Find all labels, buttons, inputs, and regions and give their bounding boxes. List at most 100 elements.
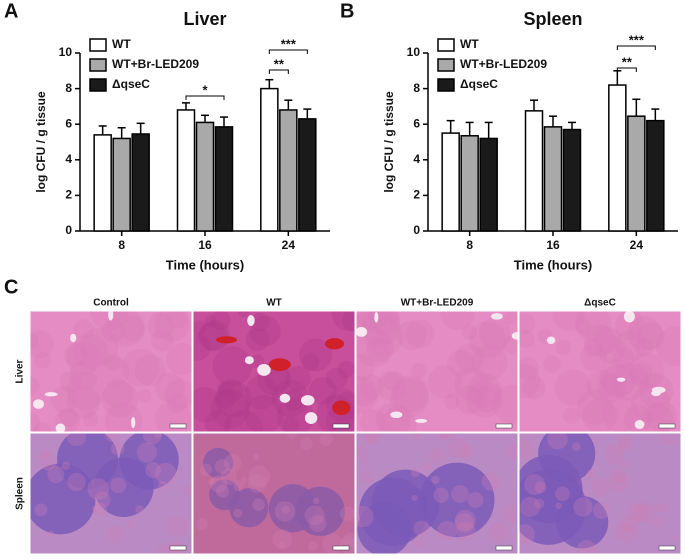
texture <box>135 505 144 514</box>
scale-bar <box>169 545 187 551</box>
texture <box>204 315 217 328</box>
texture <box>586 369 619 401</box>
texture <box>429 448 444 463</box>
y-tick-label: 4 <box>65 152 72 166</box>
texture <box>210 389 250 429</box>
vessel <box>244 356 254 365</box>
texture <box>519 357 539 380</box>
texture <box>276 397 315 432</box>
vessel <box>44 392 58 397</box>
column-label: WT <box>266 298 282 309</box>
texture <box>473 385 501 413</box>
vessel <box>32 399 44 409</box>
texture <box>245 327 270 352</box>
texture <box>519 439 536 459</box>
texture <box>253 453 260 460</box>
texture <box>410 467 421 478</box>
texture <box>478 317 512 351</box>
texture <box>198 321 228 351</box>
texture <box>356 329 394 368</box>
texture <box>184 485 192 496</box>
texture <box>279 542 286 549</box>
texture <box>72 333 109 370</box>
texture <box>519 524 535 545</box>
texture <box>461 324 478 340</box>
texture <box>50 385 78 413</box>
texture <box>634 337 654 357</box>
texture <box>573 497 593 517</box>
x-tick-label: 24 <box>282 238 296 252</box>
texture <box>467 492 484 508</box>
frame <box>518 310 682 433</box>
texture <box>361 311 401 346</box>
y-tick-label: 6 <box>65 116 72 130</box>
x-tick-label: 16 <box>198 238 212 252</box>
texture <box>145 462 162 479</box>
follicle <box>268 484 318 533</box>
texture <box>220 468 238 485</box>
vessel <box>651 386 666 394</box>
texture <box>427 365 462 400</box>
texture <box>240 477 248 484</box>
texture <box>534 481 547 494</box>
column-label: ΔqseC <box>584 298 616 309</box>
x-tick-label: 8 <box>118 238 125 252</box>
texture <box>30 330 54 358</box>
bar <box>112 137 131 232</box>
texture <box>411 494 418 502</box>
significance-label: *** <box>629 32 645 47</box>
texture <box>309 515 327 533</box>
significance-bracket <box>616 45 656 50</box>
y-axis-label: log CFU / g tissue <box>34 91 48 193</box>
texture <box>577 539 597 554</box>
frame <box>355 310 519 433</box>
follicle <box>203 447 234 478</box>
texture <box>364 433 380 445</box>
texture <box>454 366 489 402</box>
texture <box>274 501 296 522</box>
texture <box>282 389 305 411</box>
texture <box>120 316 145 341</box>
texture <box>577 389 613 425</box>
texture <box>250 315 281 347</box>
texture <box>167 393 187 413</box>
texture <box>166 311 189 329</box>
texture <box>602 396 639 432</box>
texture <box>87 478 110 501</box>
texture <box>396 320 427 351</box>
texture <box>110 477 127 494</box>
hemorrhage <box>325 338 345 350</box>
scale-bar <box>169 423 187 429</box>
texture <box>520 496 541 517</box>
legend-label: ΔqseC <box>112 77 150 91</box>
legend-swatch <box>89 58 107 72</box>
texture <box>193 320 207 335</box>
texture <box>356 311 378 332</box>
follicle <box>519 455 583 524</box>
texture <box>271 380 309 418</box>
texture <box>481 472 500 491</box>
texture <box>38 451 46 459</box>
texture <box>586 469 596 479</box>
texture <box>331 311 355 331</box>
texture <box>216 484 230 498</box>
texture <box>543 355 561 373</box>
texture <box>103 378 133 409</box>
vessel <box>257 364 271 376</box>
texture <box>612 347 635 369</box>
bar <box>176 109 196 232</box>
texture <box>47 530 55 537</box>
texture <box>244 375 279 410</box>
vessel <box>279 393 291 403</box>
texture <box>611 468 626 483</box>
texture <box>286 433 298 440</box>
texture <box>641 403 674 432</box>
micrograph <box>356 433 518 554</box>
texture <box>583 337 603 357</box>
texture <box>66 433 87 447</box>
texture <box>575 318 592 335</box>
texture <box>217 381 234 397</box>
texture <box>308 377 337 406</box>
vessel <box>304 412 318 424</box>
texture <box>357 311 387 332</box>
